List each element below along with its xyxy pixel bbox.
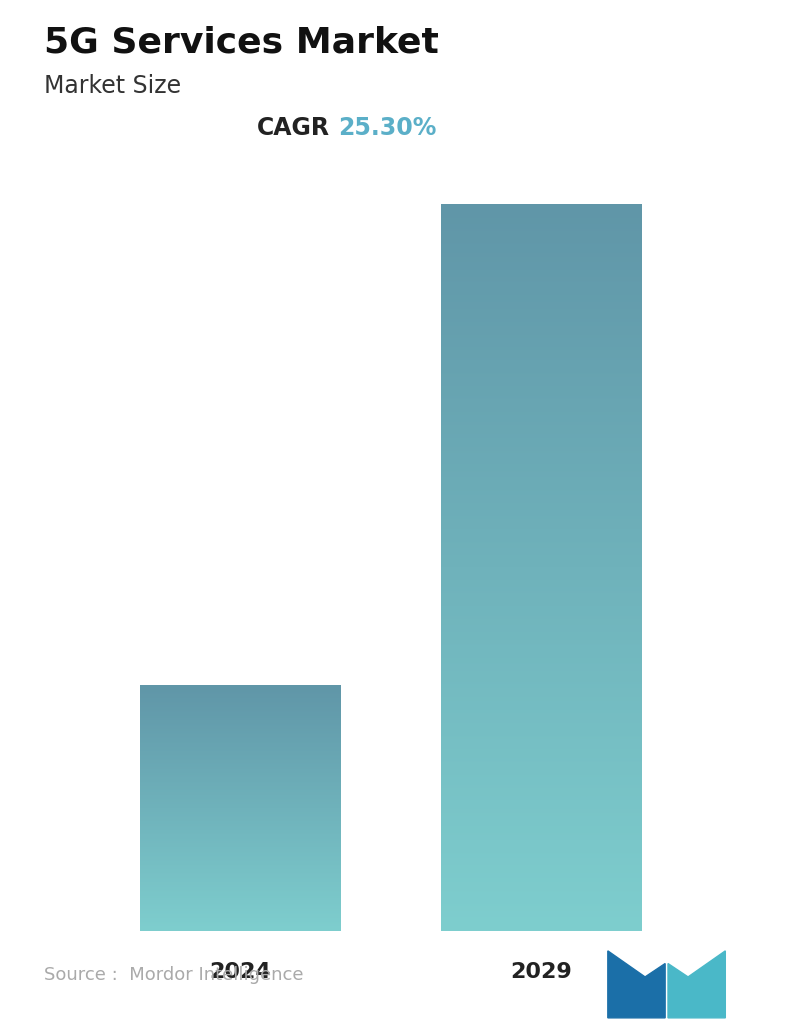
Text: 2024: 2024 xyxy=(209,962,271,982)
Text: CAGR: CAGR xyxy=(257,116,330,140)
Polygon shape xyxy=(668,951,725,1017)
Polygon shape xyxy=(608,951,665,1017)
Text: 5G Services Market: 5G Services Market xyxy=(44,26,439,60)
Text: Source :  Mordor Intelligence: Source : Mordor Intelligence xyxy=(44,967,303,984)
Text: 2029: 2029 xyxy=(510,962,572,982)
Text: Market Size: Market Size xyxy=(44,74,181,98)
Text: 25.30%: 25.30% xyxy=(338,116,437,140)
